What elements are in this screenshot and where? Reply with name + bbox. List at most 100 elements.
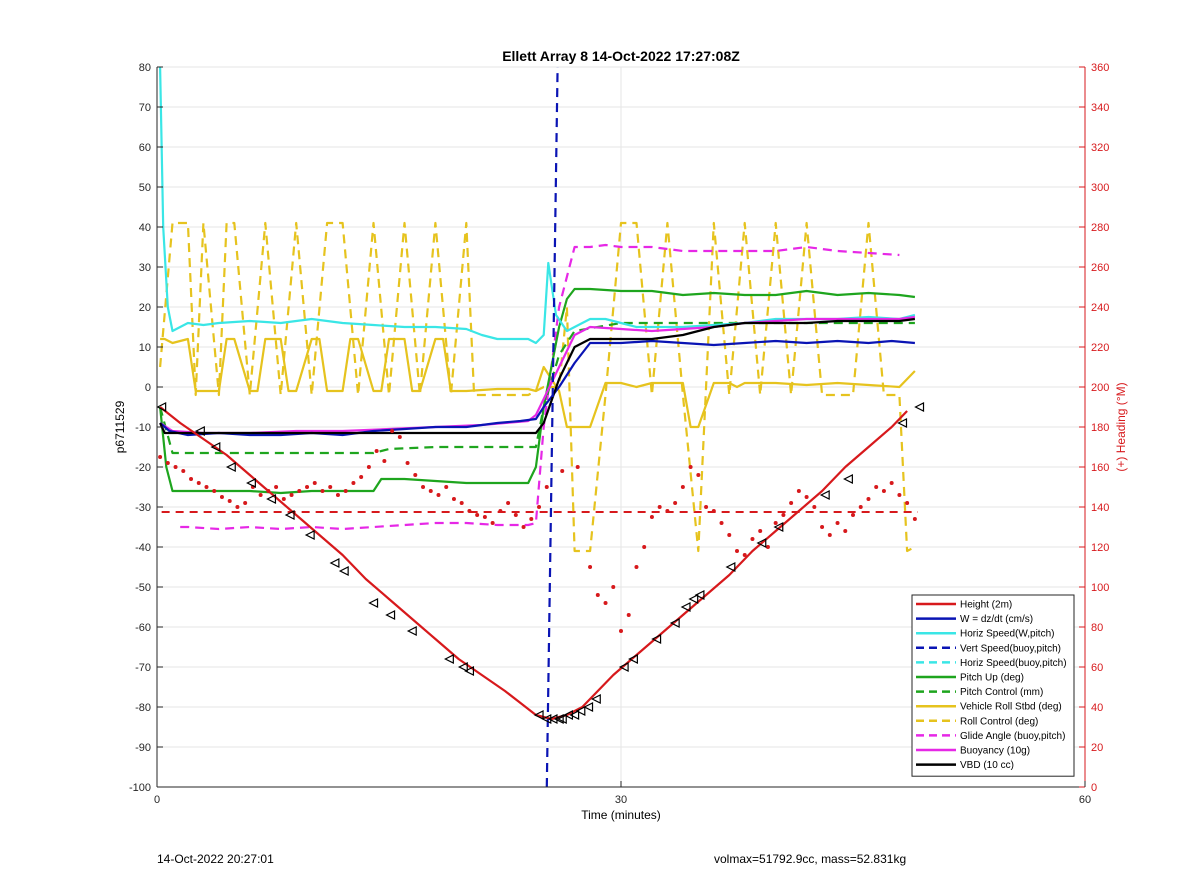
height-marker-30 bbox=[680, 602, 691, 612]
series-line-3 bbox=[545, 66, 559, 788]
legend-box bbox=[911, 594, 1075, 777]
height-marker-1 bbox=[194, 426, 205, 436]
height-marker-3 bbox=[225, 462, 236, 472]
axes: -100-90-80-70-60-50-40-30-20-10010203040… bbox=[129, 62, 1109, 806]
heading-point-69 bbox=[711, 509, 716, 513]
y-tick-label-4: -60 bbox=[135, 622, 151, 634]
y2-tick-label-6: 120 bbox=[1091, 542, 1109, 554]
y-tick-label-14: 40 bbox=[139, 222, 151, 234]
heading-point-66 bbox=[688, 465, 693, 469]
heading-point-93 bbox=[897, 493, 902, 497]
heading-point-95 bbox=[912, 517, 917, 521]
heading-point-11 bbox=[243, 501, 248, 505]
y-tick-label-8: -20 bbox=[135, 462, 151, 474]
y-tick-label-5: -50 bbox=[135, 582, 151, 594]
y-tick-label-18: 80 bbox=[139, 62, 151, 74]
heading-point-56 bbox=[611, 585, 616, 589]
heading-point-22 bbox=[328, 485, 333, 489]
heading-point-43 bbox=[490, 521, 495, 525]
heading-point-78 bbox=[781, 513, 786, 517]
footer-timestamp: 14-Oct-2022 20:27:01 bbox=[157, 852, 274, 866]
heading-point-50 bbox=[544, 485, 549, 489]
height-marker-37 bbox=[843, 474, 853, 484]
series-line-0 bbox=[159, 406, 908, 721]
series-line-5 bbox=[159, 287, 916, 495]
y-tick-label-17: 70 bbox=[139, 102, 151, 114]
heading-point-20 bbox=[312, 481, 317, 485]
height-marker-35 bbox=[773, 522, 784, 532]
heading-point-29 bbox=[382, 459, 387, 463]
height-marker-27 bbox=[628, 654, 638, 664]
heading-point-77 bbox=[773, 521, 778, 525]
y-tick-label-12: 20 bbox=[139, 302, 151, 314]
heading-point-81 bbox=[804, 495, 809, 499]
y-tick-label-10: 0 bbox=[145, 382, 151, 394]
height-marker-2 bbox=[210, 442, 221, 452]
heading-point-82 bbox=[812, 505, 817, 509]
legend-label-3: Vert Speed(buoy,pitch) bbox=[960, 643, 1061, 654]
heading-point-52 bbox=[575, 465, 580, 469]
x-tick-label-2: 60 bbox=[1079, 794, 1091, 806]
height-marker-39 bbox=[914, 402, 925, 412]
y2-tick-label-4: 80 bbox=[1091, 622, 1103, 634]
y2-tick-label-15: 300 bbox=[1091, 182, 1109, 194]
height-marker-0 bbox=[156, 402, 167, 412]
heading-point-17 bbox=[289, 493, 294, 497]
heading-point-64 bbox=[673, 501, 678, 505]
heading-point-54 bbox=[595, 593, 600, 597]
heading-point-41 bbox=[475, 513, 480, 517]
y2-tick-label-7: 140 bbox=[1091, 502, 1109, 514]
y2-tick-label-1: 20 bbox=[1091, 742, 1103, 754]
y2-tick-label-16: 320 bbox=[1091, 142, 1109, 154]
y2-tick-label-10: 200 bbox=[1091, 382, 1109, 394]
heading-point-94 bbox=[905, 501, 910, 505]
heading-point-92 bbox=[889, 481, 894, 485]
height-marker-32 bbox=[694, 590, 705, 600]
heading-point-16 bbox=[281, 497, 286, 501]
heading-point-27 bbox=[366, 465, 371, 469]
y2-tick-label-17: 340 bbox=[1091, 102, 1109, 114]
heading-point-84 bbox=[827, 533, 832, 537]
legend-label-8: Roll Control (deg) bbox=[960, 716, 1038, 727]
y-tick-label-15: 50 bbox=[139, 182, 151, 194]
y2-tick-label-0: 0 bbox=[1091, 782, 1097, 794]
heading-point-62 bbox=[657, 505, 662, 509]
y-tick-label-16: 60 bbox=[139, 142, 151, 154]
heading-point-2 bbox=[173, 465, 178, 469]
heading-point-33 bbox=[413, 473, 418, 477]
heading-point-53 bbox=[588, 565, 593, 569]
height-marker-16 bbox=[533, 710, 544, 720]
plot-area bbox=[156, 66, 925, 788]
y2-tick-label-2: 40 bbox=[1091, 702, 1103, 714]
heading-point-71 bbox=[727, 533, 732, 537]
legend-label-7: Vehicle Roll Stbd (deg) bbox=[960, 702, 1062, 713]
heading-point-25 bbox=[351, 481, 356, 485]
heading-point-3 bbox=[181, 469, 186, 473]
heading-point-63 bbox=[665, 509, 670, 513]
heading-point-44 bbox=[498, 509, 503, 513]
heading-point-88 bbox=[858, 505, 863, 509]
y2-tick-label-18: 360 bbox=[1091, 62, 1109, 74]
heading-point-6 bbox=[204, 485, 209, 489]
heading-point-73 bbox=[742, 553, 747, 557]
height-marker-5 bbox=[266, 494, 277, 504]
height-marker-34 bbox=[756, 538, 767, 548]
heading-point-70 bbox=[719, 521, 724, 525]
heading-point-89 bbox=[866, 497, 871, 501]
height-marker-6 bbox=[284, 510, 295, 520]
heading-point-14 bbox=[266, 489, 271, 493]
heading-point-58 bbox=[626, 613, 631, 617]
x-tick-label-0: 0 bbox=[154, 794, 160, 806]
heading-point-23 bbox=[335, 493, 340, 497]
heading-point-83 bbox=[820, 525, 825, 529]
heading-point-32 bbox=[405, 461, 410, 465]
y-tick-label-11: 10 bbox=[139, 342, 151, 354]
heading-point-30 bbox=[390, 429, 395, 433]
heading-point-85 bbox=[835, 521, 840, 525]
heading-point-72 bbox=[735, 549, 739, 553]
heading-point-42 bbox=[482, 515, 487, 519]
y2-tick-label-12: 240 bbox=[1091, 302, 1109, 314]
height-marker-10 bbox=[368, 598, 379, 608]
heading-point-24 bbox=[343, 489, 348, 493]
